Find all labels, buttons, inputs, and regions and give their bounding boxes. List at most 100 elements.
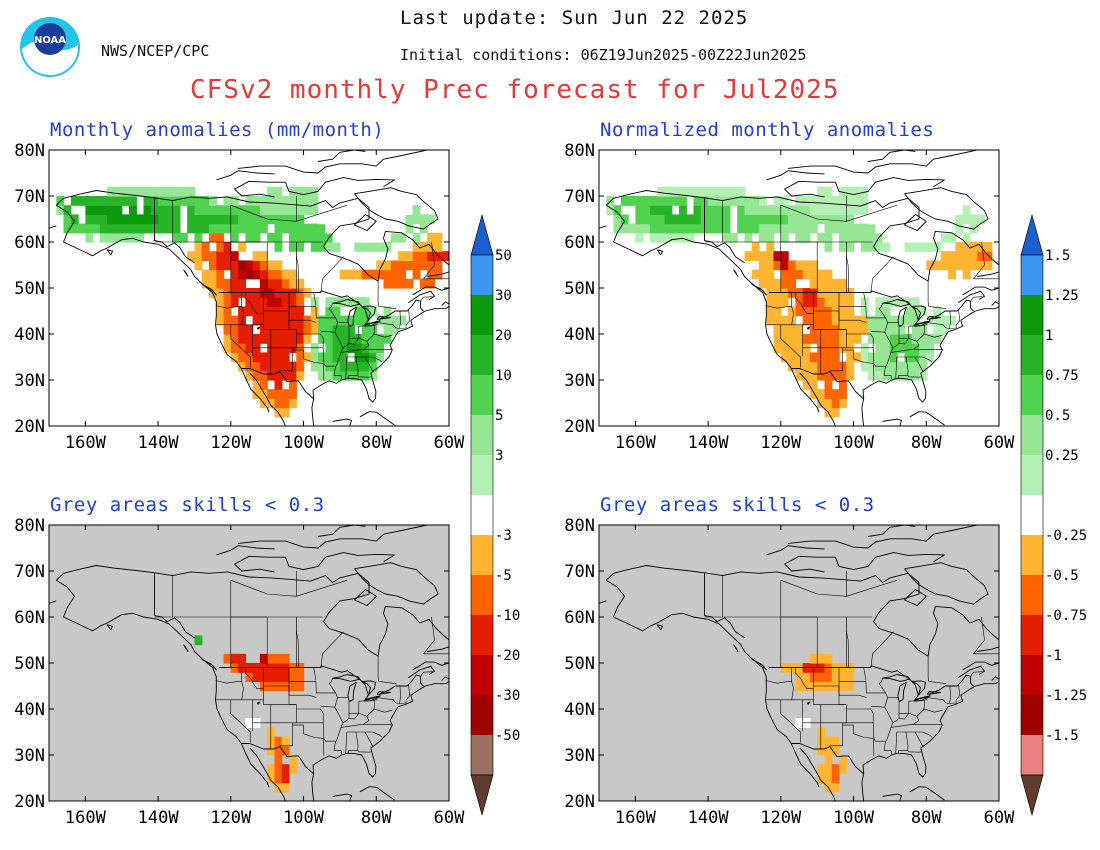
panel-title-skill-left: Grey areas skills < 0.3: [50, 494, 325, 516]
colorbar-label: -50: [495, 728, 520, 744]
lon-label: 100W: [833, 433, 875, 453]
lat-label: 70N: [14, 562, 45, 582]
lon-label: 60W: [434, 433, 465, 453]
colorbar-label: 20: [495, 328, 512, 344]
lat-label: 80N: [14, 516, 45, 536]
lon-label: 140W: [138, 808, 180, 828]
lon-label: 140W: [688, 433, 730, 453]
lon-label: 160W: [615, 808, 657, 828]
colorbar-label: -20: [495, 648, 520, 664]
map-panel-norm_skill: 80N 70N 60N 50N 40N 30N 20N 160W 140W 120W 100W 80W…: [564, 516, 1015, 828]
lat-label: 20N: [564, 792, 595, 812]
lon-label: 160W: [65, 433, 107, 453]
colorbar-top-arrow: [470, 213, 494, 256]
colorbar-label: 0.25: [1045, 448, 1079, 464]
colorbar-label: 0.5: [1045, 408, 1070, 424]
colorbar-label: -0.25: [1045, 528, 1087, 544]
map-panel-anom: 80N 70N 60N 50N 40N 30N 20N 160W 140W 120W 100W 80W…: [14, 141, 465, 453]
lat-label: 70N: [564, 562, 595, 582]
panel-title-anomalies: Monthly anomalies (mm/month): [50, 119, 385, 141]
colorbar-label: 1.25: [1045, 288, 1079, 304]
lon-label: 120W: [210, 433, 252, 453]
colorbar-segment: [471, 415, 493, 455]
lat-label: 80N: [14, 141, 45, 161]
colorbar-label: 5: [495, 408, 503, 424]
lat-label: 60N: [564, 608, 595, 628]
lat-label: 30N: [564, 371, 595, 391]
colorbar-segment: [1021, 335, 1043, 375]
colorbar-segment: [471, 455, 493, 495]
coastlines: [49, 525, 449, 801]
initial-conditions: Initial conditions: 06Z19Jun2025-00Z22Ju…: [400, 46, 807, 64]
colorbar-segment: [471, 535, 493, 575]
lon-label: 60W: [984, 808, 1015, 828]
lon-label: 60W: [984, 433, 1015, 453]
last-update: Last update: Sun Jun 22 2025: [400, 7, 749, 29]
panel-title-skill-right: Grey areas skills < 0.3: [600, 494, 875, 516]
lat-label: 50N: [564, 279, 595, 299]
lon-label: 160W: [65, 808, 107, 828]
lon-label: 100W: [833, 808, 875, 828]
map-panel-norm: 80N 70N 60N 50N 40N 30N 20N 160W 140W 120W 100W 80W…: [564, 141, 1015, 453]
lat-label: 70N: [564, 187, 595, 207]
lat-label: 40N: [14, 325, 45, 345]
lon-label: 80W: [911, 808, 942, 828]
colorbar-label: -0.5: [1045, 568, 1079, 584]
colorbar-label: -3: [495, 528, 512, 544]
colorbar-segment: [1021, 615, 1043, 655]
lon-label: 120W: [760, 433, 802, 453]
colorbar-segment: [1021, 455, 1043, 495]
colorbar-segment: [1021, 735, 1043, 775]
colorbar-segment: [471, 615, 493, 655]
colorbar-segment: [471, 375, 493, 415]
colorbar-label: -5: [495, 568, 512, 584]
anomaly-shading: [606, 186, 993, 418]
noaa-logo: NOAA: [18, 15, 82, 79]
colorbar-label: 0.75: [1045, 368, 1079, 384]
colorbar-segment: [471, 655, 493, 695]
colorbar-segment: [1021, 375, 1043, 415]
coastlines: [599, 150, 999, 426]
lat-label: 80N: [564, 141, 595, 161]
lon-label: 80W: [361, 433, 392, 453]
colorbar-bottom-arrow: [1020, 774, 1044, 817]
colorbar-label: 1.5: [1045, 248, 1070, 264]
colorbar-segment: [1021, 415, 1043, 455]
colorbar-label: -1.25: [1045, 688, 1087, 704]
colorbar-label: 50: [495, 248, 512, 264]
colorbar-segment: [471, 735, 493, 775]
colorbar-segment: [471, 495, 493, 535]
coastlines: [49, 150, 449, 426]
agency-label: NWS/NCEP/CPC: [101, 42, 210, 60]
lat-label: 40N: [564, 700, 595, 720]
colorbar-segment: [1021, 535, 1043, 575]
lat-label: 30N: [14, 371, 45, 391]
colorbar-label: -10: [495, 608, 520, 624]
colorbar-segment: [1021, 255, 1043, 295]
colorbar-segment: [1021, 695, 1043, 735]
colorbar-label: 1: [1045, 328, 1053, 344]
coastlines: [599, 525, 999, 801]
logo-text: NOAA: [34, 35, 66, 46]
panel-title-normalized: Normalized monthly anomalies: [600, 119, 935, 141]
colorbar-top-arrow: [1020, 213, 1044, 256]
lon-label: 120W: [760, 808, 802, 828]
colorbar-segment: [471, 575, 493, 615]
colorbar-label: -30: [495, 688, 520, 704]
colorbar-label: -0.75: [1045, 608, 1087, 624]
colorbar-label: 3: [495, 448, 503, 464]
lon-label: 160W: [615, 433, 657, 453]
lon-label: 60W: [434, 808, 465, 828]
lon-label: 140W: [138, 433, 180, 453]
lat-label: 70N: [14, 187, 45, 207]
main-title: CFSv2 monthly Prec forecast for Jul2025: [190, 75, 840, 105]
lat-label: 60N: [14, 233, 45, 253]
colorbar-segment: [471, 295, 493, 335]
colorbar-right: 1.5 1.25 1 0.75 0.5 0.25 -0.25 -0.5 -0.75 -1 -1.25…: [1020, 213, 1087, 817]
colorbar-label: 30: [495, 288, 512, 304]
map-panel-anom_skill: 80N 70N 60N 50N 40N 30N 20N 160W 140W 120W 100W 80W…: [14, 516, 465, 828]
lat-label: 30N: [564, 746, 595, 766]
lat-label: 60N: [14, 608, 45, 628]
lat-label: 50N: [14, 279, 45, 299]
